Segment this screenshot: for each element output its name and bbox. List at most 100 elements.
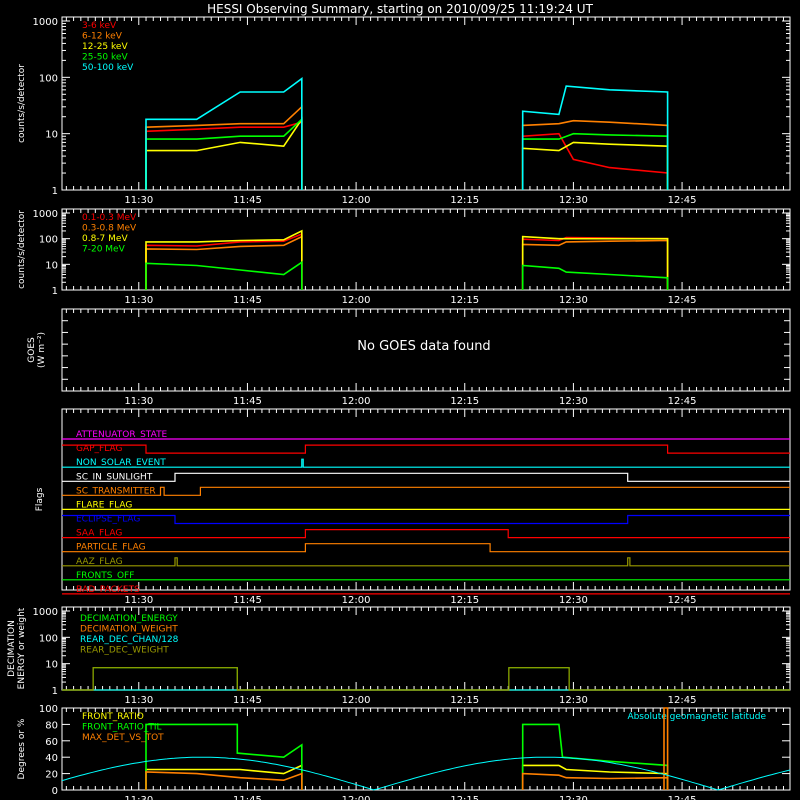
y-tick-label: 1: [52, 186, 58, 197]
y-tick-label: 100: [39, 235, 58, 246]
panel-goes: 11:30 11:45 12:00 12:15 12:30 12:45 GOES (W m⁻²…: [27, 308, 791, 407]
y-axis-label: counts/s/detector: [17, 64, 27, 143]
legend-0-8-7-mev: 0.8-7 MeV: [82, 234, 128, 244]
x-tick-label: 11:45: [233, 795, 262, 800]
legend-flare-flag: FLARE_FLAG: [76, 500, 132, 510]
y-axis-label: GOES: [27, 337, 37, 363]
panel-frame: [61, 208, 791, 291]
legend-sc-transmitter: SC_TRANSMITTER: [76, 486, 156, 496]
y-tick-label: 80: [45, 720, 58, 731]
series-eclipse-flag: [62, 514, 790, 525]
legend-decimation-energy: DECIMATION_ENERGY: [80, 614, 178, 624]
panel-frame: [61, 308, 791, 392]
panel-ratios: 11:30 11:45 12:00 12:15 12:30 12:45 0 20 40 60 80 1…: [17, 704, 791, 800]
x-tick-label: 12:15: [450, 695, 479, 706]
x-tick-label: 11:30: [124, 695, 153, 706]
x-tick-label: 12:00: [342, 396, 371, 407]
x-tick-label: 12:30: [559, 396, 588, 407]
series-front-ratio: [145, 764, 303, 790]
x-tick-label: 12:00: [342, 795, 371, 800]
x-tick-label: 12:15: [450, 396, 479, 407]
series-50-100-kev: [521, 85, 669, 190]
panel-frame: [61, 707, 791, 791]
series-50-100-kev: [145, 77, 303, 190]
x-tick-label: 12:30: [559, 295, 588, 306]
series-front-ratio-til: [145, 723, 303, 790]
legend-attenuator-state: ATTENUATOR_STATE: [76, 430, 168, 440]
goes-message: No GOES data found: [357, 339, 490, 354]
x-tick-label: 12:45: [668, 595, 697, 606]
series-0-8-7-mev: [521, 235, 669, 290]
x-tick-label: 11:45: [233, 295, 262, 306]
series-sc-in-sunlight: [62, 472, 790, 482]
x-tick-label: 12:15: [450, 595, 479, 606]
y-tick-label: 1000: [33, 17, 58, 28]
series-max-det-vs-tot: [145, 771, 303, 790]
x-tick-label: 12:30: [559, 595, 588, 606]
y-tick-label: 100: [39, 633, 58, 644]
series-decimation-energy: [62, 667, 790, 691]
y-tick-label: 0: [52, 786, 58, 797]
y-tick-label: 60: [45, 737, 58, 748]
panel-frame: [61, 16, 791, 191]
y-tick-label: 10: [45, 130, 58, 141]
legend-7-20-mev: 7-20 MeV: [82, 245, 126, 255]
series-12-25-kev: [521, 141, 669, 190]
x-tick-label: 12:00: [342, 195, 371, 206]
x-tick-label: 12:15: [450, 295, 479, 306]
legend-3-6-kev: 3-6 keV: [82, 21, 117, 31]
x-tick-label: 12:30: [559, 195, 588, 206]
legend-front-ratio: FRONT_RATIO: [82, 712, 144, 722]
y-axis-label: Flags: [35, 487, 45, 511]
y-tick-label: 20: [45, 770, 58, 781]
series-25-50-kev: [521, 132, 669, 190]
x-tick-label: 12:00: [342, 695, 371, 706]
legend-aaz-flag: AAZ_FLAG: [76, 557, 123, 567]
x-tick-label: 11:30: [124, 195, 153, 206]
x-tick-label: 12:15: [450, 795, 479, 800]
y-axis-label: DECIMATION: [7, 620, 17, 677]
legend-6-12-kev: 6-12 keV: [82, 32, 123, 42]
legend-gap-flag: GAP_FLAG: [76, 444, 122, 454]
x-tick-label: 11:30: [124, 396, 153, 407]
panel-high_energy: 11:30 11:45 12:00 12:15 12:30 12:45 1 10 100 1000…: [17, 208, 791, 306]
x-tick-label: 12:00: [342, 595, 371, 606]
y-axis-label: Degrees or %: [17, 718, 27, 779]
legend-front-ratio-til: FRONT_RATIO_TIL: [82, 723, 162, 733]
x-tick-label: 11:45: [233, 595, 262, 606]
y-axis-label: counts/s/detector: [17, 210, 27, 289]
panel-decimation: 11:30 11:45 12:00 12:15 12:30 12:45 1 10 100 1000…: [7, 606, 791, 706]
series-0-3-0-8-mev: [145, 235, 303, 290]
y-axis-label: ENERGY or weight: [17, 607, 27, 689]
legend-25-50-kev: 25-50 keV: [82, 53, 128, 63]
panel-count_rates: 11:30 11:45 12:00 12:15 12:30 12:45 1 10 100 1000…: [17, 16, 791, 206]
series-max-det-vs-tot: [663, 707, 669, 790]
legend-fronts-off: FRONTS_OFF: [76, 571, 134, 581]
legend-0-1-0-3-mev: 0.1-0.3 MeV: [82, 213, 137, 223]
series-0-3-0-8-mev: [521, 239, 669, 290]
y-tick-label: 10: [45, 660, 58, 671]
x-tick-label: 12:30: [559, 695, 588, 706]
legend-bad-packets: BAD_PACKETS: [76, 585, 140, 595]
y-tick-label: 1000: [33, 607, 58, 618]
series-6-12-kev: [521, 119, 669, 190]
legend-particle-flag: PARTICLE_FLAG: [76, 543, 146, 553]
y-tick-label: 1: [52, 286, 58, 297]
y-tick-label: 100: [39, 704, 58, 715]
y-tick-label: 10: [45, 260, 58, 271]
x-tick-label: 12:45: [668, 795, 697, 800]
series-saa-flag: [62, 528, 790, 539]
panel-flags: 11:30 11:45 12:00 12:15 12:30 12:45 Flags ATTEN…: [35, 408, 791, 606]
legend-saa-flag: SAA_FLAG: [76, 529, 122, 539]
legend-0-3-0-8-mev: 0.3-0.8 MeV: [82, 224, 137, 234]
series-7-20-mev: [145, 260, 303, 290]
legend-sc-in-sunlight: SC_IN_SUNLIGHT: [76, 472, 153, 482]
y-tick-label: 100: [39, 73, 58, 84]
x-tick-label: 12:30: [559, 795, 588, 800]
series-0-8-7-mev: [145, 229, 303, 290]
x-tick-label: 11:45: [233, 695, 262, 706]
legend-12-25-kev: 12-25 keV: [82, 42, 128, 52]
series-rear-dec-weight: [62, 667, 790, 691]
series-7-20-mev: [521, 264, 669, 290]
